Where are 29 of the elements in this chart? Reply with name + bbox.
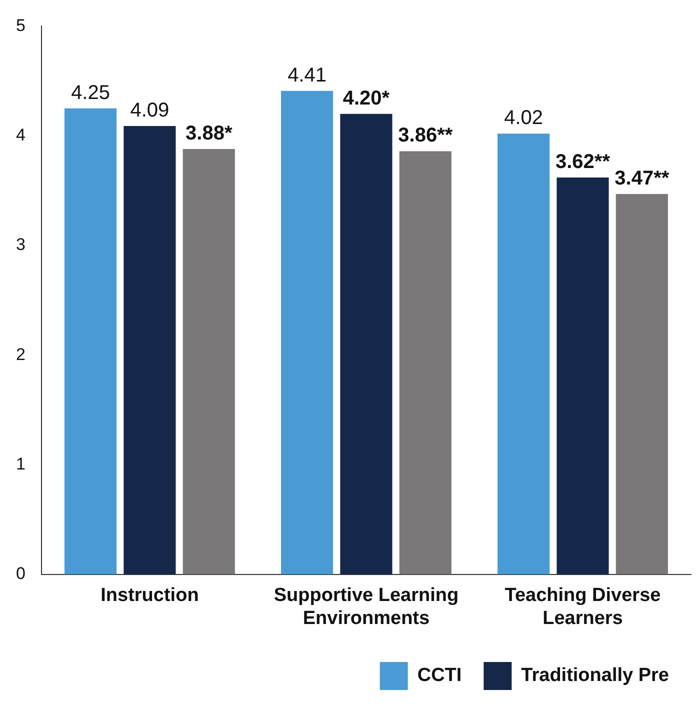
y-tick-label: 5 [16,16,26,35]
x-tick-label: Teaching Diverse Learners [504,585,661,629]
y-tick-label: 0 [16,564,26,584]
bar [281,90,334,574]
x-tick-label: Instruction [100,585,199,606]
data-label: 4.25 [71,82,110,104]
bar [64,108,117,574]
data-label: 3.88* [186,122,232,145]
data-label: 4.41 [288,64,327,86]
bar [182,148,235,574]
bar [399,151,452,574]
legend-label: CCTI [417,665,462,686]
data-label: 3.47** [614,167,670,190]
data-label: 4.20* [342,87,390,110]
legend-label: Traditionally Pre [521,665,670,686]
bar [340,114,392,574]
y-tick-label: 4 [16,126,26,145]
y-tick-label: 2 [16,344,26,364]
data-label: 3.62** [555,151,610,174]
bar [498,134,550,574]
bar [556,178,609,574]
y-tick-label: 1 [16,454,26,474]
x-tick-label: Supportive Learning Environments [274,585,459,629]
y-tick-label: 3 [16,235,26,254]
data-label: 3.86** [398,124,453,147]
data-label: 4.09 [130,99,170,122]
data-label: 4.02 [504,107,544,130]
bar [124,126,176,574]
bar [616,194,668,574]
